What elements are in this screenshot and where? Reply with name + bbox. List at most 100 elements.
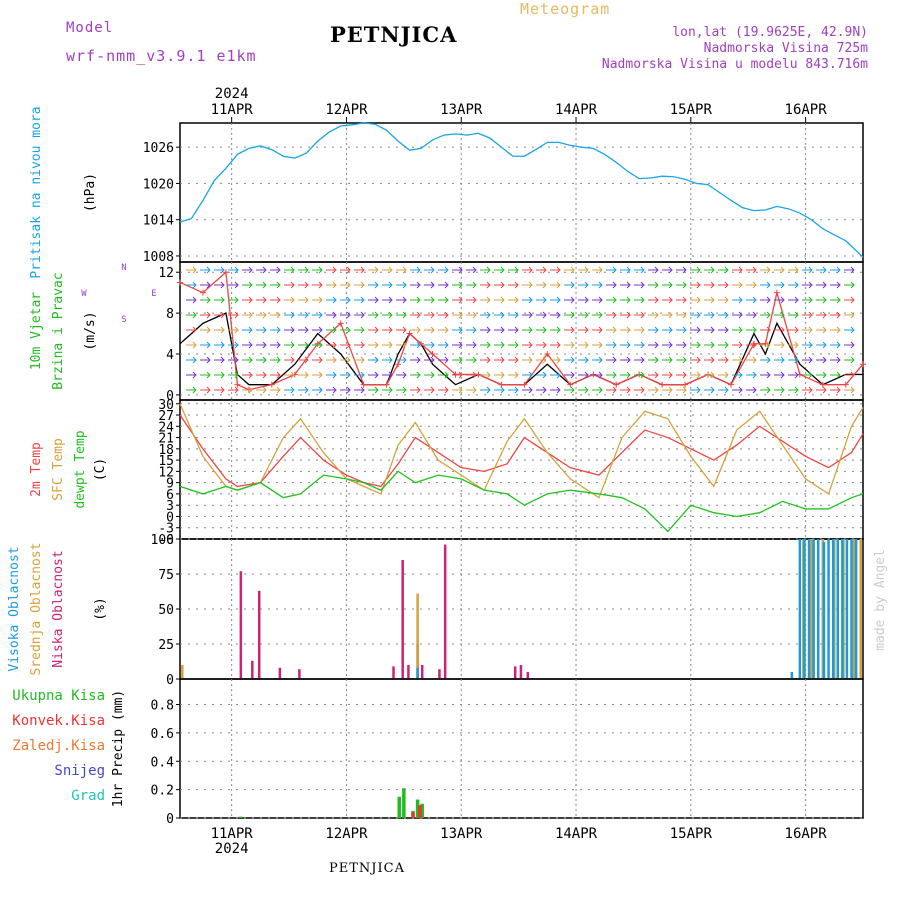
bar-high_cloud (836, 539, 839, 679)
y-tick-label: 24 (158, 420, 174, 435)
bar-low_cloud (519, 665, 523, 679)
bar-precip_total (420, 803, 424, 818)
wind-arrow (690, 356, 701, 364)
wind-arrow (242, 341, 253, 349)
wind-arrow (326, 326, 337, 334)
bar-high_cloud (822, 541, 826, 679)
wind-arrow (844, 296, 855, 304)
wind-arrow (606, 341, 617, 349)
wind-arrow (592, 296, 603, 304)
panel-frame-temperature (179, 399, 864, 540)
wind-arrow (200, 386, 211, 394)
y-tick-label: 8 (166, 307, 174, 322)
wind-arrow (214, 341, 225, 349)
wind-arrow (704, 311, 715, 319)
wind-arrow (382, 326, 393, 334)
precip-legend-label: Konvek.Kisa (12, 713, 105, 729)
wind-arrow (592, 311, 603, 319)
bar-low_cloud (420, 665, 424, 679)
bar-high_cloud (816, 539, 820, 679)
wind-arrow (802, 371, 813, 379)
wind-arrow (480, 386, 491, 394)
wind-arrow (522, 341, 533, 349)
wind-arrow (186, 356, 197, 364)
y-axis-label: (m/s) (83, 311, 98, 350)
wind-arrow (592, 371, 603, 379)
wind-arrow (634, 356, 645, 364)
wind-arrow (200, 296, 211, 304)
wind-arrow (732, 326, 743, 334)
bottom-date-label: 12APR (325, 826, 368, 842)
wind-arrow (424, 281, 435, 289)
wind-arrow (508, 386, 519, 394)
wind-arrow (340, 341, 351, 349)
wind-arrow (662, 371, 673, 379)
wind-arrow (746, 386, 757, 394)
wind-arrow (732, 311, 743, 319)
wind-arrow (620, 311, 631, 319)
y-tick-label: 1026 (143, 141, 174, 156)
y-axis-label: Niska Oblacnost (51, 550, 66, 667)
wind-arrow (774, 356, 785, 364)
wind-arrow (676, 296, 687, 304)
wind-arrow (298, 341, 309, 349)
wind-arrow (802, 296, 813, 304)
wind-arrow (550, 296, 561, 304)
wind-arrow (438, 281, 449, 289)
wind-arrow (424, 356, 435, 364)
wind-arrow (382, 371, 393, 379)
bar-high_cloud (854, 539, 858, 679)
wind-arrow (648, 281, 659, 289)
wind-arrow (354, 281, 365, 289)
wind-arrow (774, 266, 785, 274)
bar-high_cloud (416, 667, 419, 679)
wind-arrow (704, 341, 715, 349)
gust-marker (360, 381, 367, 388)
wind-arrow (368, 356, 379, 364)
wind-arrow (466, 296, 477, 304)
wind-arrow (732, 266, 743, 274)
wind-arrow (214, 371, 225, 379)
wind-arrow (200, 341, 211, 349)
wind-arrow (522, 326, 533, 334)
bar-high_cloud (845, 539, 849, 679)
wind-arrow (648, 266, 659, 274)
y-tick-label: 15 (158, 454, 174, 469)
wind-arrow (200, 326, 211, 334)
gust-marker (498, 381, 505, 388)
wind-arrow (536, 356, 547, 364)
bar-low_cloud (526, 672, 530, 679)
wind-arrow (438, 341, 449, 349)
wind-arrow (284, 371, 295, 379)
wind-arrow (634, 266, 645, 274)
wind-arrow (816, 341, 827, 349)
y-axis-label: (%) (93, 597, 108, 620)
y-tick-label: 12 (158, 465, 174, 480)
wind-arrow (368, 341, 379, 349)
bar-precip_total (402, 788, 406, 818)
wind-arrow (494, 386, 505, 394)
bar-high_cloud (798, 539, 802, 679)
wind-arrow (396, 341, 407, 349)
wind-arrow (312, 311, 323, 319)
wind-arrow (284, 386, 295, 394)
wind-arrow (648, 296, 659, 304)
wind-arrow (718, 341, 729, 349)
wind-arrow (536, 326, 547, 334)
top-year-label: 2024 (215, 86, 249, 102)
wind-arrow (256, 341, 267, 349)
wind-arrow (690, 386, 701, 394)
wind-arrow (690, 296, 701, 304)
wind-arrow (592, 326, 603, 334)
wind-arrow (480, 266, 491, 274)
wind-arrow (550, 341, 561, 349)
y-axis-label: (C) (93, 458, 108, 481)
wind-arrow (242, 311, 253, 319)
wind-arrow (802, 356, 813, 364)
wind-arrow (844, 371, 855, 379)
y-tick-label: 25 (158, 638, 174, 653)
wind-arrow (718, 326, 729, 334)
wind-arrow (648, 386, 659, 394)
wind-arrow (536, 266, 547, 274)
wind-arrow (578, 356, 589, 364)
